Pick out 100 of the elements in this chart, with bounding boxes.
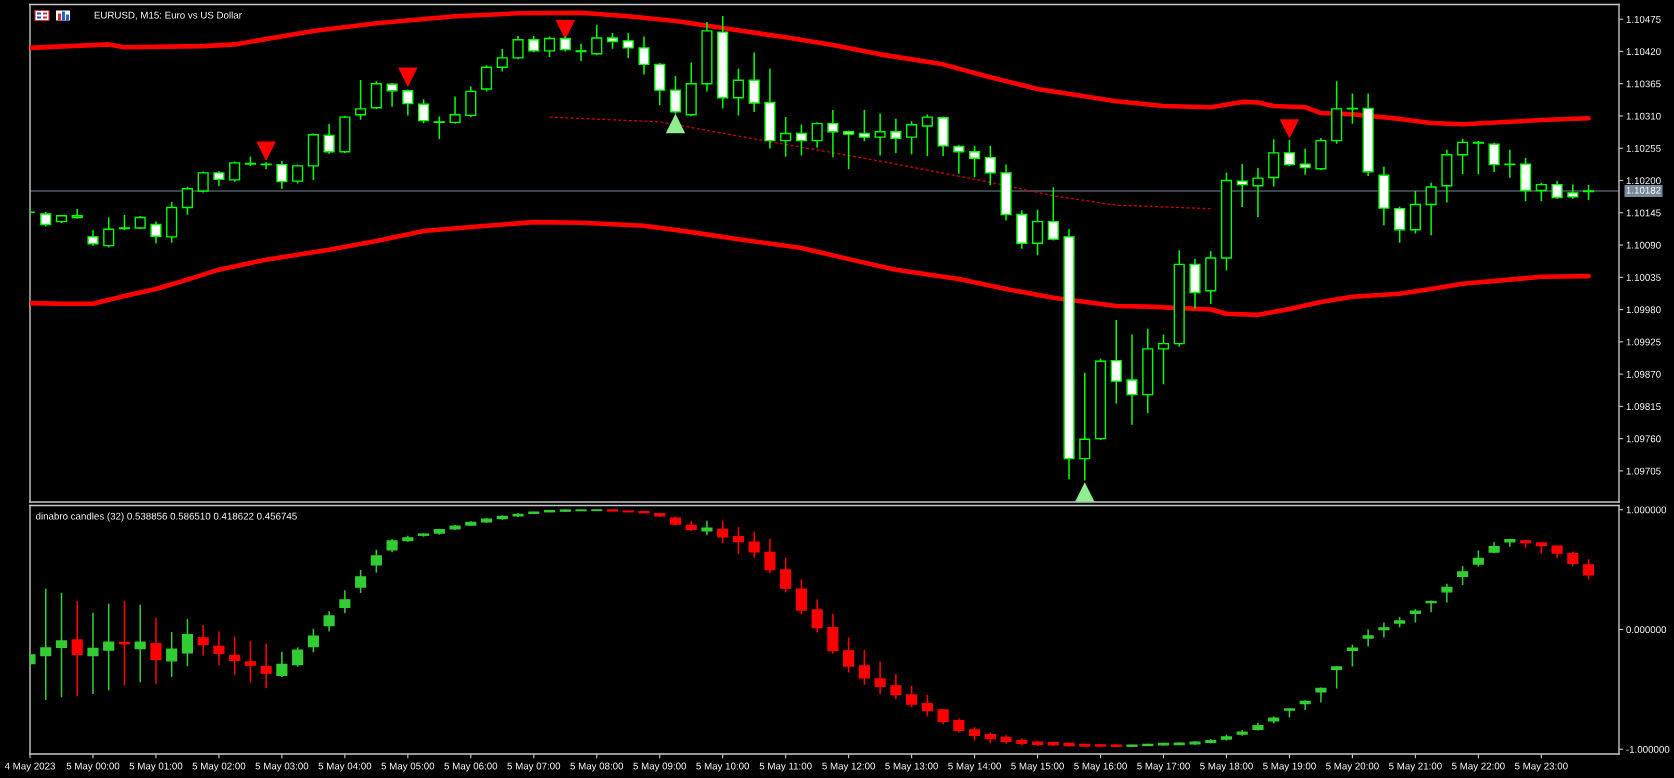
candlestick bbox=[717, 519, 729, 544]
candlestick bbox=[1567, 184, 1579, 199]
candlestick bbox=[890, 673, 902, 701]
candlestick bbox=[134, 603, 146, 684]
x-tick-label: 5 May 12:00 bbox=[822, 762, 876, 772]
y-tick-label: 1.09705 bbox=[1626, 467, 1661, 475]
point bbox=[256, 141, 276, 161]
candlestick bbox=[1047, 187, 1059, 241]
y-tick-label: 1.10255 bbox=[1626, 144, 1661, 152]
candlestick bbox=[811, 598, 823, 634]
candlestick bbox=[1110, 319, 1122, 404]
x-tick-label: 5 May 02:00 bbox=[192, 762, 246, 772]
candlestick bbox=[827, 612, 839, 655]
candlestick bbox=[780, 116, 792, 157]
candlestick bbox=[418, 99, 430, 124]
x-tick-label: 5 May 14:00 bbox=[948, 762, 1001, 772]
candlestick bbox=[874, 113, 886, 156]
candlestick bbox=[638, 36, 650, 75]
y-tick-label: 1.10145 bbox=[1626, 209, 1661, 217]
x-tick-label: 5 May 08:00 bbox=[570, 762, 624, 772]
candlestick bbox=[1457, 138, 1469, 175]
x-tick-label: 5 May 19:00 bbox=[1263, 762, 1316, 772]
candlestick bbox=[1157, 334, 1170, 385]
y-tick-label: 1.10200 bbox=[1626, 177, 1661, 185]
candlestick bbox=[181, 618, 194, 667]
x-tick-label: 5 May 15:00 bbox=[1011, 762, 1064, 772]
candlestick bbox=[433, 116, 445, 140]
line-series bbox=[548, 116, 1212, 210]
candlestick bbox=[921, 694, 933, 718]
candlestick bbox=[1504, 149, 1516, 178]
candlestick bbox=[795, 578, 807, 616]
candlestick bbox=[543, 36, 556, 57]
y-tick-label: 1.10420 bbox=[1626, 48, 1661, 56]
x-tick-label: 5 May 06:00 bbox=[444, 762, 498, 772]
candlestick bbox=[591, 24, 603, 56]
point bbox=[398, 67, 418, 87]
candlestick bbox=[166, 631, 178, 678]
x-tick-label: 5 May 18:00 bbox=[1200, 762, 1253, 772]
x-tick-label: 5 May 03:00 bbox=[255, 762, 309, 772]
candlestick bbox=[87, 611, 99, 695]
candlestick bbox=[1394, 206, 1406, 243]
candlestick bbox=[197, 171, 209, 193]
candlestick bbox=[103, 602, 115, 692]
candlestick bbox=[1582, 558, 1595, 581]
candlestick bbox=[874, 660, 886, 695]
candlestick bbox=[795, 124, 807, 156]
candlestick bbox=[307, 627, 319, 654]
candlestick bbox=[1283, 139, 1296, 167]
candlestick bbox=[780, 556, 792, 594]
candlestick bbox=[890, 118, 902, 154]
candlestick bbox=[323, 124, 335, 154]
y-tick-label: 1.09870 bbox=[1626, 370, 1661, 378]
candlestick bbox=[732, 68, 745, 116]
candlestick bbox=[40, 587, 52, 701]
y-tick-label: 0.000000 bbox=[1626, 626, 1667, 634]
candlestick bbox=[1441, 583, 1453, 604]
candlestick bbox=[1031, 209, 1044, 256]
x-tick-label: 5 May 22:00 bbox=[1452, 762, 1505, 772]
candlestick bbox=[292, 646, 304, 668]
candlestick bbox=[181, 186, 194, 215]
x-tick-label: 5 May 10:00 bbox=[696, 762, 750, 772]
x-tick-label: 5 May 16:00 bbox=[1074, 762, 1127, 772]
candlestick bbox=[701, 519, 713, 536]
candlestick bbox=[1425, 182, 1437, 236]
candlestick bbox=[480, 65, 493, 92]
point bbox=[1075, 482, 1095, 502]
candlestick bbox=[748, 530, 760, 559]
y-tick-label: 1.09760 bbox=[1626, 435, 1661, 443]
candlestick bbox=[1488, 142, 1500, 172]
candlestick bbox=[386, 82, 398, 107]
candlestick bbox=[1252, 168, 1264, 218]
candlestick bbox=[1126, 334, 1138, 425]
y-tick-label: -1.000000 bbox=[1626, 745, 1670, 753]
x-tick-label: 5 May 07:00 bbox=[507, 762, 561, 772]
y-tick-label: 1.10365 bbox=[1626, 80, 1661, 88]
candlestick bbox=[858, 649, 870, 686]
candlestick bbox=[355, 80, 367, 120]
candlestick bbox=[858, 109, 870, 142]
candlestick bbox=[339, 589, 351, 615]
candlestick bbox=[811, 122, 823, 148]
candlestick bbox=[906, 685, 918, 709]
candlestick bbox=[732, 526, 745, 555]
candlestick bbox=[843, 130, 855, 169]
x-tick-label: 4 May 2023 bbox=[4, 762, 55, 772]
candlestick bbox=[906, 121, 918, 155]
text: dinabro candles (32) 0.538856 0.586510 0.418622 0.456745 bbox=[35, 512, 297, 522]
x-tick-label: 5 May 23:00 bbox=[1514, 762, 1568, 772]
x-tick-label: 5 May 05:00 bbox=[381, 762, 435, 772]
candlestick bbox=[1472, 141, 1484, 175]
x-tick-label: 5 May 09:00 bbox=[633, 762, 687, 772]
y-tick-label: 1.10035 bbox=[1626, 274, 1661, 281]
x-tick-label: 5 May 11:00 bbox=[759, 762, 812, 772]
candlestick bbox=[512, 36, 524, 60]
candlestick bbox=[1315, 686, 1327, 704]
text: EURUSD, M15: Euro vs US Dollar bbox=[94, 11, 242, 20]
candlestick bbox=[150, 617, 162, 686]
candlestick bbox=[969, 145, 981, 178]
candlestick bbox=[260, 162, 272, 169]
candlestick bbox=[323, 610, 335, 633]
candlestick bbox=[748, 52, 760, 113]
